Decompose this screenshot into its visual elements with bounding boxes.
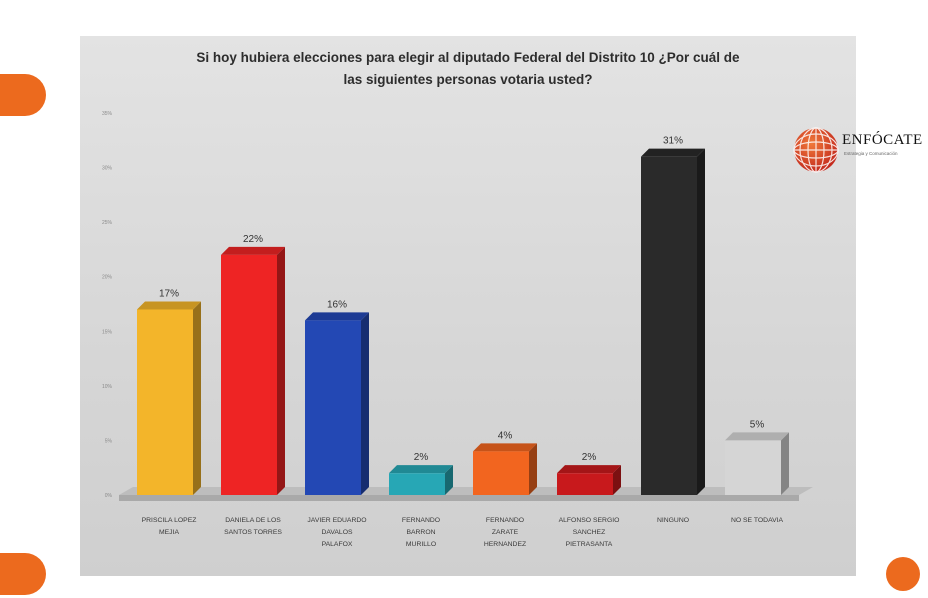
y-tick-label: 15%	[102, 329, 113, 335]
chart-floor	[119, 487, 813, 495]
y-tick-label: 30%	[102, 166, 113, 172]
bar-side	[781, 432, 789, 495]
y-tick-label: 5%	[105, 438, 113, 444]
category-label: NO SE TODAVIA	[731, 517, 784, 524]
orange-accent-top-left	[0, 74, 46, 116]
bar	[557, 473, 613, 495]
y-tick-label: 0%	[105, 493, 113, 499]
bar-top	[473, 443, 537, 452]
chart-floor-edge	[119, 495, 799, 501]
y-tick-label: 35%	[102, 111, 113, 117]
bar	[389, 473, 445, 495]
bar-top	[389, 465, 453, 474]
bar	[641, 156, 697, 495]
data-label: 31%	[663, 136, 683, 147]
y-tick-label: 20%	[102, 275, 113, 281]
bar	[221, 254, 277, 495]
data-label: 5%	[750, 419, 765, 430]
category-label: BARRON	[406, 529, 435, 536]
bar-top	[221, 246, 285, 255]
category-label: PRISCILA LOPEZ	[142, 517, 197, 524]
category-label: ZARATE	[492, 529, 519, 536]
bar-top	[725, 432, 789, 441]
category-label: DANIELA DE LOS	[225, 517, 281, 524]
category-label: MURILLO	[406, 541, 436, 548]
category-label: SANCHEZ	[573, 529, 605, 536]
bar	[305, 320, 361, 495]
data-label: 22%	[243, 234, 263, 245]
bar	[473, 451, 529, 495]
bar-top	[641, 148, 705, 157]
bar-top	[557, 465, 621, 474]
data-label: 17%	[159, 288, 179, 299]
data-label: 4%	[498, 430, 513, 441]
category-label: DAVALOS	[321, 529, 353, 536]
category-label: NINGUNO	[657, 517, 689, 524]
bar-side	[697, 148, 705, 495]
chart-title-line-2: las siguientes personas votaria usted?	[343, 72, 593, 87]
bar-side	[445, 465, 453, 495]
globe-logo-icon	[793, 127, 839, 173]
brand-tagline: Estrategia y Comunicación	[844, 151, 898, 156]
category-label: PIETRASANTA	[566, 541, 613, 548]
data-label: 2%	[414, 452, 429, 463]
category-label: PALAFOX	[322, 541, 353, 548]
bar-side	[277, 246, 285, 495]
orange-accent-bottom-left	[0, 553, 46, 595]
bar-top	[305, 312, 369, 321]
category-label: HERNANDEZ	[484, 541, 526, 548]
data-label: 2%	[582, 452, 597, 463]
category-label: FERNANDO	[402, 517, 440, 524]
data-label: 16%	[327, 299, 347, 310]
brand-name: ENFÓCATE	[842, 132, 923, 148]
bar	[725, 440, 781, 495]
category-label: ALFONSO SERGIO	[559, 517, 620, 524]
bar-side	[193, 301, 201, 495]
y-tick-label: 25%	[102, 220, 113, 226]
enfocate-logo: ENFÓCATE Estrategia y Comunicación	[792, 124, 922, 180]
bar-side	[529, 443, 537, 495]
category-label: SANTOS TORRES	[224, 529, 282, 536]
category-label: JAVIER EDUARDO	[307, 517, 366, 524]
category-label: FERNANDO	[486, 517, 524, 524]
bar-side	[613, 465, 621, 495]
chart-title-line-1: Si hoy hubiera elecciones para elegir al…	[196, 50, 740, 65]
bar-top	[137, 301, 201, 310]
bar-side	[361, 312, 369, 495]
y-tick-label: 10%	[102, 384, 113, 390]
category-label: MEJIA	[159, 529, 179, 536]
orange-accent-bottom-right	[886, 557, 920, 591]
bar	[137, 309, 193, 495]
